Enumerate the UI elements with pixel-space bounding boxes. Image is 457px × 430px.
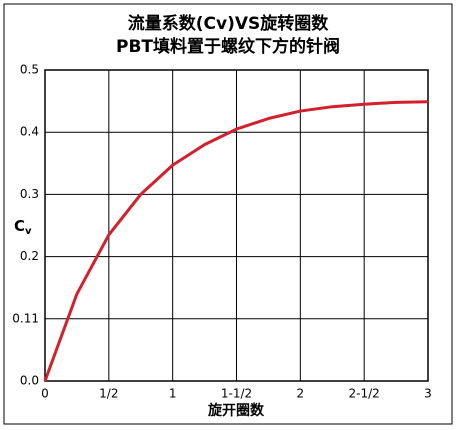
- y-label-sub: v: [25, 226, 32, 237]
- frame: [3, 3, 453, 425]
- x-tick-label: 0: [41, 387, 49, 401]
- y-label-main: C: [14, 217, 25, 235]
- x-tick-label: 2: [297, 387, 305, 401]
- x-tick-label: 1: [169, 387, 177, 401]
- y-tick-label: 0.5: [20, 63, 39, 77]
- y-tick-label: 0.2: [20, 249, 39, 263]
- chart-subtitle: PBT填料置于螺纹下方的针阀: [116, 36, 340, 57]
- y-tick-label: 0.4: [20, 125, 39, 139]
- chart-title: 流量系数(Cv)VS旋转圈数: [128, 13, 329, 34]
- y-tick-label: 0.3: [20, 187, 39, 201]
- x-tick-label: 3: [424, 387, 432, 401]
- x-axis-label: 旋开圈数: [207, 402, 265, 419]
- data-line: [43, 100, 429, 382]
- plot-border: [44, 69, 429, 382]
- x-tick-label: 1/2: [99, 387, 118, 401]
- y-tick-label: 0.11: [12, 311, 39, 325]
- x-tick-label: 2-1/2: [349, 387, 380, 401]
- y-tick-label: 0.0: [20, 374, 39, 388]
- y-axis-label: Cv: [14, 217, 32, 238]
- x-tick-label: 1-1/2: [221, 387, 252, 401]
